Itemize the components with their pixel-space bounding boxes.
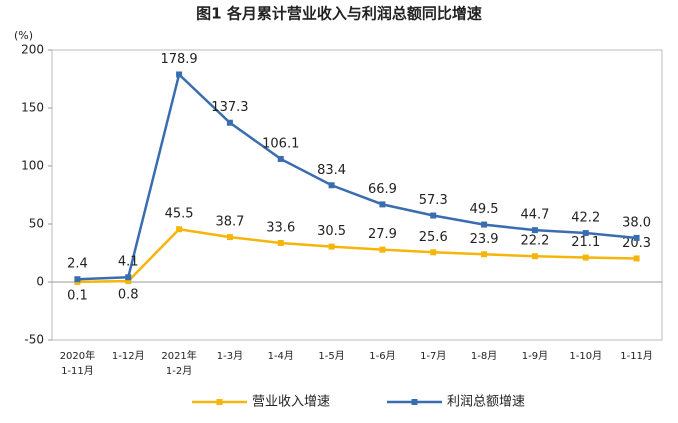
x-tick-label: 1-2月 <box>166 365 192 377</box>
y-tick-label: 0 <box>36 275 44 289</box>
value-label: 0.1 <box>67 288 88 303</box>
marker <box>582 230 589 237</box>
legend-marker <box>216 399 223 405</box>
marker <box>481 251 488 258</box>
marker <box>277 155 284 162</box>
x-tick-label: 1-11月 <box>620 350 653 362</box>
y-tick-label: 150 <box>21 101 44 115</box>
x-tick-label: 1-10月 <box>569 350 602 362</box>
value-label: 42.2 <box>571 211 600 226</box>
y-tick-label: 200 <box>21 43 44 57</box>
value-label: 2.4 <box>67 257 88 272</box>
value-label: 106.1 <box>262 136 299 151</box>
x-tick-label: 1-3月 <box>217 350 243 362</box>
marker <box>582 254 589 261</box>
marker <box>125 278 132 285</box>
value-label: 38.0 <box>622 215 651 230</box>
series-line <box>77 72 637 281</box>
marker <box>531 227 538 234</box>
marker <box>379 201 386 208</box>
marker <box>125 274 132 281</box>
y-unit: (%) <box>14 29 33 42</box>
marker <box>430 212 437 219</box>
value-label: 23.9 <box>470 232 499 247</box>
series-line <box>77 227 637 284</box>
x-tick-label: 1-4月 <box>268 350 294 362</box>
marker <box>430 249 437 256</box>
marker <box>531 253 538 260</box>
x-tick-label: 1-8月 <box>471 350 497 362</box>
x-tick-label: 1-6月 <box>369 350 395 362</box>
chart-title: 图1 各月累计营业收入与利润总额同比增速 <box>196 5 482 23</box>
value-label: 21.1 <box>571 235 600 250</box>
x-tick-label: 2020年 <box>60 349 95 362</box>
marker <box>633 234 640 241</box>
value-label: 22.2 <box>520 234 549 249</box>
value-label: 178.9 <box>160 52 197 67</box>
value-label: 38.7 <box>215 215 244 230</box>
marker <box>277 240 284 247</box>
value-label: 57.3 <box>419 193 448 208</box>
value-label: 25.6 <box>419 230 448 245</box>
legend-marker <box>411 399 418 405</box>
x-tick-label: 1-11月 <box>61 365 94 377</box>
value-label: 0.8 <box>118 288 139 303</box>
legend-label: 营业收入增速 <box>252 395 330 410</box>
x-tick-label: 1-7月 <box>420 350 446 362</box>
value-label: 20.3 <box>622 236 651 251</box>
value-label: 44.7 <box>520 208 549 223</box>
x-tick-label: 2021年 <box>161 349 196 362</box>
y-tick-label: 100 <box>21 159 44 173</box>
marker <box>176 226 183 233</box>
marker <box>633 255 640 262</box>
value-label: 33.6 <box>266 221 295 236</box>
value-label: 30.5 <box>317 224 346 239</box>
marker <box>176 71 183 78</box>
y-tick-label: -50 <box>24 333 44 347</box>
value-label: 49.5 <box>470 202 499 217</box>
plot-frame <box>51 49 663 341</box>
marker <box>328 182 335 189</box>
value-label: 27.9 <box>368 227 397 242</box>
marker <box>379 246 386 253</box>
value-label: 83.4 <box>317 163 346 178</box>
value-label: 137.3 <box>211 100 248 115</box>
value-label: 45.5 <box>165 207 194 222</box>
marker <box>74 276 81 283</box>
y-tick-label: 50 <box>29 217 44 231</box>
value-label: 4.1 <box>118 255 139 270</box>
x-tick-label: 1-9月 <box>522 350 548 362</box>
marker <box>328 243 335 250</box>
marker <box>226 234 233 241</box>
x-tick-label: 1-12月 <box>112 350 145 362</box>
marker <box>226 119 233 126</box>
value-label: 66.9 <box>368 182 397 197</box>
legend-label: 利润总额增速 <box>447 395 525 410</box>
marker <box>481 221 488 228</box>
x-tick-label: 1-5月 <box>318 350 344 362</box>
